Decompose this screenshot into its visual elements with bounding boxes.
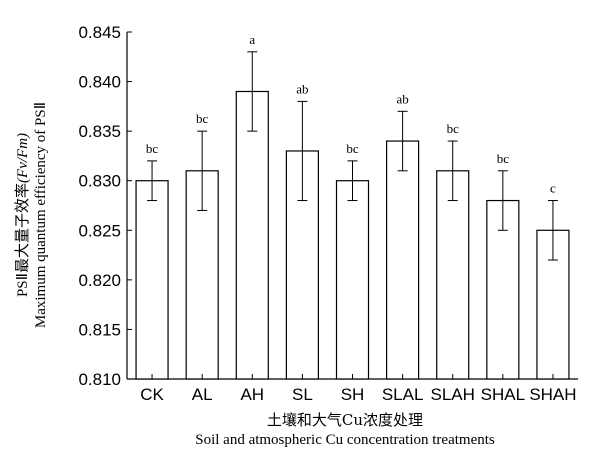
x-tick-label: SL bbox=[292, 385, 313, 404]
significance-label: bc bbox=[196, 111, 209, 126]
bar bbox=[235, 90, 269, 380]
y-tick-label: 0.815 bbox=[78, 320, 121, 339]
x-tick-label: AH bbox=[240, 385, 264, 404]
x-tick-label: SH bbox=[341, 385, 365, 404]
y-tick-label: 0.810 bbox=[78, 370, 121, 389]
svg-text:PSⅡ最大量子效率(Fv/Fm): PSⅡ最大量子效率(Fv/Fm) bbox=[14, 133, 31, 297]
significance-label: bc bbox=[497, 151, 510, 166]
y-tick-label: 0.820 bbox=[78, 271, 121, 290]
y-tick-label: 0.845 bbox=[78, 23, 121, 42]
bar bbox=[335, 180, 370, 380]
bar bbox=[135, 180, 169, 380]
significance-label: c bbox=[550, 181, 556, 196]
y-axis-title: PSⅡ最大量子效率(Fv/Fm) Maximum quantum efficie… bbox=[14, 102, 49, 328]
significance-label: bc bbox=[346, 141, 359, 156]
y-tick-label: 0.825 bbox=[78, 221, 121, 240]
significance-label: bc bbox=[146, 141, 159, 156]
significance-label: bc bbox=[447, 121, 460, 136]
ticks: 0.810 0.815 0.820 0.825 0.830 0.835 0.840 0.845… bbox=[78, 23, 576, 404]
y-axis-title-paren: (Fv/Fm) bbox=[15, 133, 31, 183]
bar bbox=[386, 140, 420, 380]
y-tick-label: 0.835 bbox=[78, 122, 121, 141]
y-tick-label: 0.840 bbox=[78, 73, 121, 92]
bar bbox=[436, 170, 470, 380]
y-axis-title-cn: PSⅡ最大量子效率 bbox=[14, 183, 31, 297]
x-tick-label: SHAL bbox=[481, 385, 525, 404]
y-tick-label: 0.830 bbox=[78, 172, 121, 191]
x-tick-label: AL bbox=[192, 385, 213, 404]
x-axis-title-cn: 土壤和大气Cu浓度处理 bbox=[267, 411, 423, 429]
y-axis-title-en: Maximum quantum efficiency of PSⅡ bbox=[33, 102, 49, 328]
x-tick-label: SHAH bbox=[529, 385, 576, 404]
x-tick-label: SLAH bbox=[431, 385, 475, 404]
significance-label: ab bbox=[296, 81, 308, 96]
bars: bc bc a ab bc ab bc bc c bbox=[135, 32, 570, 380]
x-tick-label: SLAL bbox=[382, 385, 424, 404]
significance-label: a bbox=[249, 32, 255, 47]
x-tick-label: CK bbox=[140, 385, 164, 404]
x-axis-title-en: Soil and atmospheric Cu concentration tr… bbox=[195, 432, 495, 448]
significance-label: ab bbox=[396, 91, 408, 106]
